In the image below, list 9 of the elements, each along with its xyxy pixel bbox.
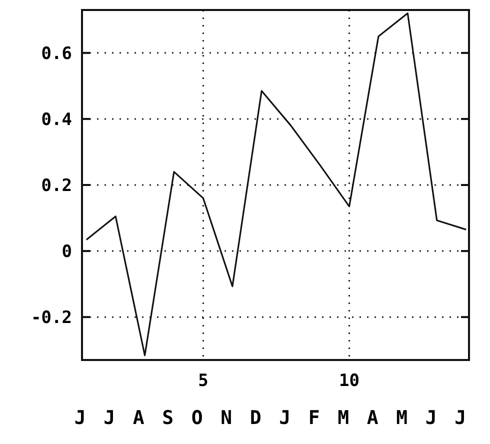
- y-tick-label: 0: [62, 242, 72, 262]
- x-tick-label: 5: [198, 371, 208, 391]
- y-tick-label: -0.2: [31, 308, 72, 328]
- text: J J A S O N D J F M A M J J: [74, 407, 466, 429]
- y-tick-label: 0.6: [41, 44, 72, 64]
- x-tick-label: 10: [339, 371, 360, 391]
- line-series: [86, 12, 467, 356]
- y-tick-label: 0.4: [41, 110, 72, 130]
- y-tick-label: 0.2: [41, 176, 72, 196]
